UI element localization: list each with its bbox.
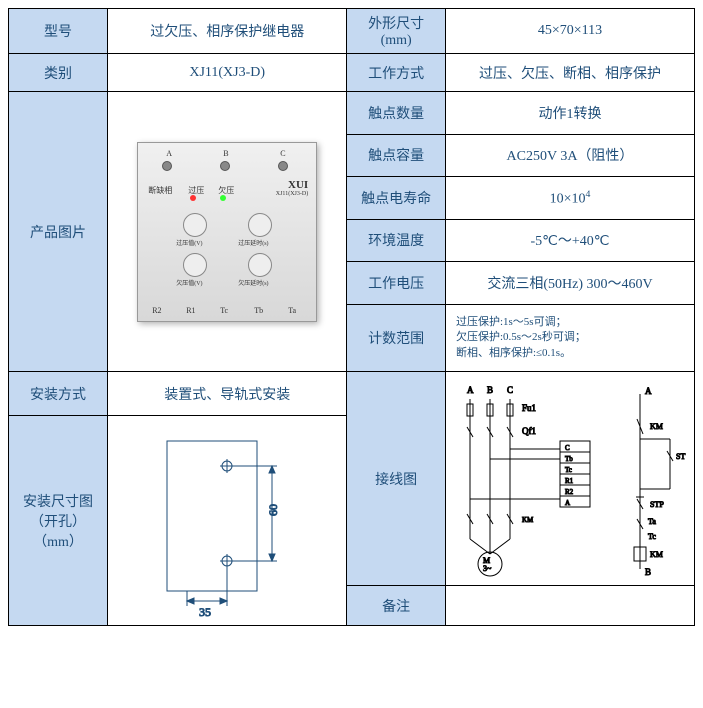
label-dim-drawing: 安装尺寸图 （开孔） （mm） (9, 416, 108, 626)
label-work-voltage: 工作电压 (347, 262, 446, 305)
wiring-phase-a: A (467, 385, 474, 395)
dial-1 (183, 213, 207, 237)
terminal-a (162, 161, 172, 171)
value-install: 装置式、导轨式安装 (108, 372, 347, 416)
dim-drawing: 60 35 (127, 421, 327, 621)
wiring-phase-c: C (507, 385, 513, 395)
dim-drawing-cell: 60 35 (108, 416, 347, 626)
term-ta: Ta (288, 306, 296, 315)
label-remark: 备注 (347, 586, 446, 626)
value-count-range: 过压保护:1s～5s可调； 欠压保护:0.5s～2s秒可调； 断相、相序保护:≤… (445, 304, 694, 371)
term-r1: R1 (186, 306, 195, 315)
value-model: 过欠压、相序保护继电器 (108, 9, 347, 54)
value-category: XJ11(XJ3-D) (108, 54, 347, 92)
value-remark (445, 586, 694, 626)
box-tc: Tc (565, 466, 572, 474)
box-a: A (565, 499, 570, 507)
wiring-diagram: A B C Fu1 Qf1 (450, 379, 690, 579)
ctrl-stp: STP (650, 500, 664, 509)
dial-label-4: 欠压延时(s) (238, 278, 268, 287)
spec-table: 型号 过欠压、相序保护继电器 外形尺寸 (mm) 45×70×113 类别 XJ… (8, 8, 695, 626)
device-mockup: A B C XUI XJ11(XJ3-D) 断缺相 过压 欠压 过压值(V) 过… (137, 142, 317, 322)
label-install: 安装方式 (9, 372, 108, 416)
term-tc: Tc (220, 306, 228, 315)
terminal-c (278, 161, 288, 171)
model-label: XJ11(XJ3-D) (276, 191, 308, 197)
led-under: 欠压 (218, 185, 234, 196)
label-count-range: 计数范围 (347, 304, 446, 371)
wiring-phase-b: B (487, 385, 493, 395)
label-contact-cap: 触点容量 (347, 134, 446, 177)
dim-35: 35 (199, 605, 211, 619)
label-category: 类别 (9, 54, 108, 92)
led-over: 过压 (188, 185, 204, 196)
terminal-b (220, 161, 230, 171)
dim-label-1: 安装尺寸图 (23, 495, 93, 510)
status-label: 断缺相 (148, 185, 172, 196)
label-contact-qty: 触点数量 (347, 92, 446, 135)
ctrl-tc: Tc (648, 532, 656, 541)
fuse-label: Fu1 (522, 403, 536, 413)
wiring-diagram-cell: A B C Fu1 Qf1 (445, 372, 694, 586)
box-r1: R1 (565, 477, 574, 485)
value-contact-cap: AC250V 3A（阻性） (445, 134, 694, 177)
phase-b: B (223, 149, 228, 158)
label-env-temp: 环境温度 (347, 219, 446, 262)
term-r2: R2 (152, 306, 161, 315)
dial-4 (248, 253, 272, 277)
ctrl-st: ST (676, 452, 685, 461)
breaker-label: Qf1 (522, 426, 536, 436)
label-wiring: 接线图 (347, 372, 446, 586)
dial-2 (248, 213, 272, 237)
box-c: C (565, 444, 570, 452)
motor-3: 3~ (483, 564, 492, 573)
range-line-2: 欠压保护:0.5s～2s秒可调； (456, 331, 586, 343)
km-main: KM (522, 516, 534, 524)
range-line-1: 过压保护:1s～5s可调； (456, 316, 567, 328)
dim-label-2: （开孔） (30, 515, 86, 530)
led-under-icon (220, 195, 226, 201)
ctrl-b: B (645, 567, 651, 577)
box-r2: R2 (565, 488, 574, 496)
term-tb: Tb (254, 306, 263, 315)
dial-label-2: 过压延时(s) (238, 238, 268, 247)
ctrl-ta: Ta (648, 517, 656, 526)
dial-3 (183, 253, 207, 277)
value-env-temp: -5℃～+40℃ (445, 219, 694, 262)
label-dimensions: 外形尺寸 (mm) (347, 9, 446, 54)
range-line-3: 断相、相序保护:≤0.1s。 (456, 347, 571, 359)
value-dimensions: 45×70×113 (445, 9, 694, 54)
ctrl-km: KM (650, 422, 663, 431)
brand-label: XUI (288, 179, 308, 191)
dim-60: 60 (266, 504, 280, 516)
value-contact-qty: 动作1转换 (445, 92, 694, 135)
label-product-image: 产品图片 (9, 92, 108, 372)
value-workmode: 过压、欠压、断相、相序保护 (445, 54, 694, 92)
box-tb: Tb (565, 455, 573, 463)
phase-c: C (280, 149, 285, 158)
label-model: 型号 (9, 9, 108, 54)
dial-label-3: 欠压值(V) (176, 278, 202, 287)
ctrl-a: A (645, 386, 652, 396)
ctrl-km-coil: KM (650, 550, 663, 559)
value-contact-life: 10×104 (445, 177, 694, 220)
value-work-voltage: 交流三相(50Hz) 300～460V (445, 262, 694, 305)
dial-label-1: 过压值(V) (176, 238, 202, 247)
label-workmode: 工作方式 (347, 54, 446, 92)
dim-label-3: （mm） (33, 535, 83, 550)
product-image-cell: A B C XUI XJ11(XJ3-D) 断缺相 过压 欠压 过压值(V) 过… (108, 92, 347, 372)
phase-a: A (166, 149, 172, 158)
led-over-icon (190, 195, 196, 201)
label-contact-life: 触点电寿命 (347, 177, 446, 220)
